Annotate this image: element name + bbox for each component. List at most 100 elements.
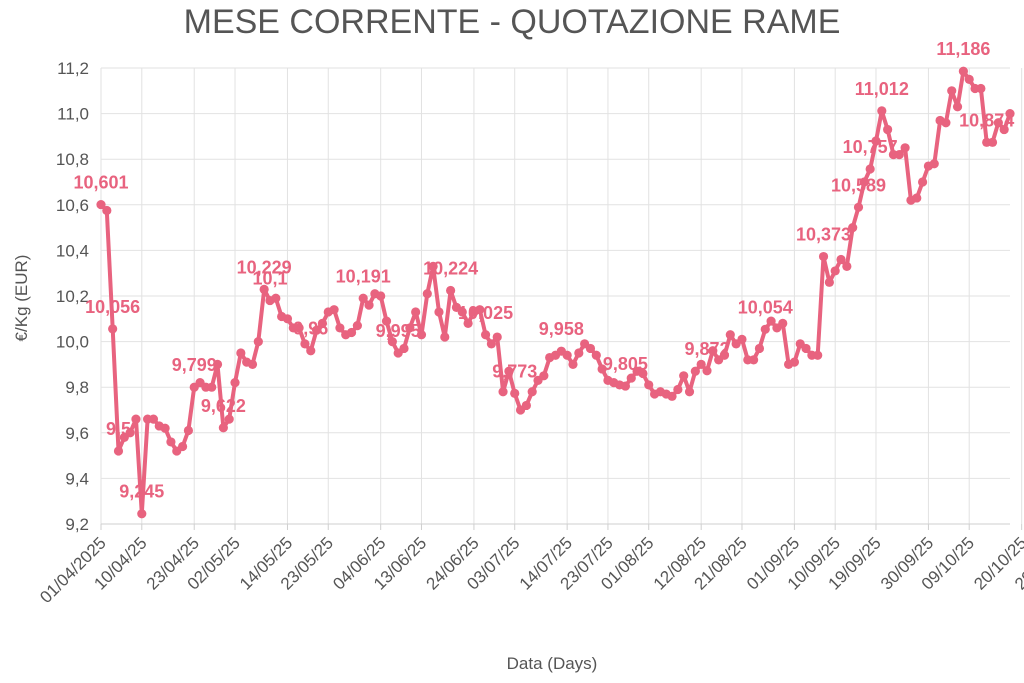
data-point — [480, 330, 491, 340]
data-point — [399, 343, 409, 354]
data-label: 9,773 — [492, 361, 537, 381]
y-tick-label: 10,2 — [56, 287, 89, 306]
data-point — [667, 391, 677, 401]
data-point — [620, 381, 631, 391]
data-point — [224, 414, 234, 424]
data-label: 10,589 — [831, 175, 886, 195]
data-point — [475, 305, 485, 315]
data-point — [446, 285, 456, 296]
data-point — [212, 359, 223, 369]
data-point — [317, 318, 328, 328]
data-point — [131, 414, 141, 424]
data-point — [568, 359, 578, 369]
data-point — [737, 334, 747, 344]
data-point — [673, 384, 683, 395]
data-label: 9,958 — [539, 319, 584, 339]
data-point — [510, 388, 520, 398]
data-point — [230, 378, 240, 388]
data-label: 10,601 — [73, 173, 128, 193]
data-point — [527, 387, 537, 397]
data-point — [958, 66, 968, 76]
data-label: 10,054 — [738, 297, 793, 317]
data-point — [679, 371, 689, 381]
data-point — [574, 348, 584, 358]
y-axis-title: €/Kg (EUR) — [12, 255, 31, 342]
data-point — [859, 177, 869, 187]
data-point — [830, 266, 840, 276]
data-point — [690, 366, 700, 376]
data-point — [766, 316, 776, 326]
data-point — [177, 441, 188, 452]
data-point — [271, 293, 281, 303]
x-tick-label: 01/04/2025 — [36, 533, 110, 607]
data-point — [562, 350, 572, 360]
data-label: 9,96 — [293, 319, 328, 339]
data-point — [96, 199, 106, 210]
data-point — [306, 346, 316, 356]
data-point — [311, 325, 322, 335]
x-axis: 01/04/202510/04/2523/04/2502/05/2514/05/… — [36, 523, 1024, 607]
data-point — [824, 277, 834, 287]
y-axis: 9,2 9,4 9,6 9,8 10,0 10,2 10,4 10,6 10,8 11,0 11,2 — [56, 59, 89, 534]
data-point — [387, 337, 397, 347]
data-point — [754, 343, 765, 354]
data-point — [381, 316, 392, 326]
data-point — [801, 343, 811, 354]
y-tick-label: 9,2 — [65, 515, 89, 534]
data-label: 9,799 — [172, 355, 217, 375]
data-label: 10,757 — [843, 137, 898, 157]
chart-title: MESE CORRENTE - QUOTAZIONE RAME — [184, 3, 841, 41]
data-point — [696, 359, 706, 369]
data-point — [749, 355, 759, 365]
data-point — [760, 324, 770, 334]
y-tick-label: 10,4 — [56, 241, 89, 260]
data-point — [405, 323, 415, 333]
data-point — [865, 164, 875, 174]
data-point — [626, 373, 636, 383]
data-point — [259, 284, 269, 294]
data-point — [486, 339, 497, 349]
data-label: 9,245 — [119, 482, 164, 502]
data-point — [183, 425, 194, 436]
data-point — [929, 159, 939, 169]
data-point — [719, 350, 730, 360]
data-point — [853, 202, 864, 212]
data-point — [976, 83, 986, 94]
data-point — [987, 137, 998, 147]
data-point — [871, 136, 881, 146]
data-point — [836, 254, 846, 265]
y-tick-label: 10,0 — [56, 333, 89, 352]
data-label: 9,805 — [603, 354, 648, 374]
data-point — [434, 307, 444, 317]
y-tick-label: 10,6 — [56, 196, 89, 215]
data-label: 10,874 — [959, 110, 1014, 130]
data-point — [364, 300, 374, 310]
y-tick-label: 9,8 — [65, 378, 89, 397]
data-point — [376, 291, 386, 301]
data-point — [952, 102, 963, 112]
data-label: 10,373 — [796, 225, 851, 245]
data-point — [644, 380, 654, 390]
y-tick-label: 9,4 — [65, 469, 89, 488]
data-point — [457, 307, 467, 317]
y-tick-label: 10,8 — [56, 150, 89, 169]
data-label: 10,224 — [423, 259, 478, 279]
data-point — [440, 332, 450, 342]
data-point — [492, 332, 502, 342]
data-point — [702, 366, 712, 376]
data-point — [102, 205, 112, 216]
data-point — [253, 337, 263, 347]
data-point — [912, 193, 922, 203]
data-point — [236, 348, 246, 358]
data-point — [463, 318, 473, 328]
data-label: 9,622 — [201, 396, 246, 416]
data-point — [294, 323, 304, 333]
data-point — [504, 366, 514, 376]
data-point — [218, 423, 228, 433]
data-point — [125, 428, 135, 438]
data-point — [113, 446, 124, 456]
data-point — [1005, 109, 1015, 119]
data-point — [947, 86, 957, 96]
